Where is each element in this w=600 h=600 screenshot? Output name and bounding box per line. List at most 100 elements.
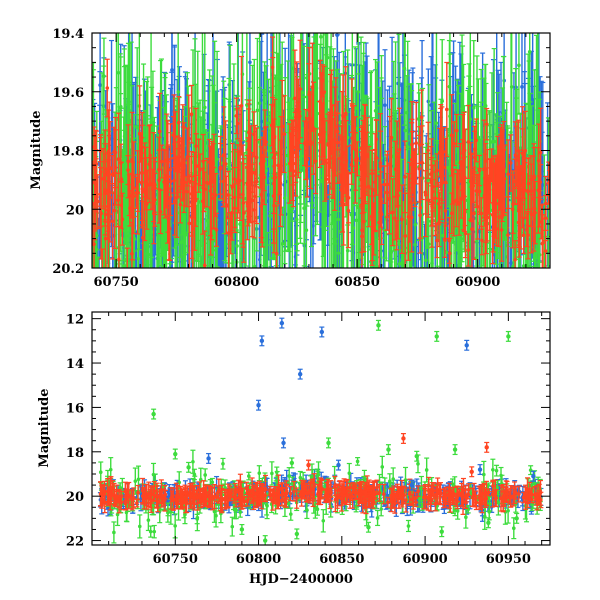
data-point (352, 485, 358, 501)
data-point (111, 521, 117, 544)
data-point (116, 489, 122, 509)
x-tick-label: 60850 (335, 275, 380, 290)
data-point (534, 485, 540, 511)
data-point (291, 480, 297, 502)
data-point (235, 144, 241, 219)
data-point (546, 161, 550, 205)
y-tick-label: 19.8 (52, 145, 84, 160)
data-point (289, 457, 295, 469)
data-point (425, 121, 431, 179)
data-point (462, 128, 468, 227)
data-point (237, 480, 243, 506)
data-point (267, 488, 273, 501)
data-point (366, 489, 372, 507)
data-point (323, 488, 329, 502)
data-point (413, 101, 419, 185)
data-point (314, 468, 320, 484)
data-point (220, 457, 226, 470)
data-point (179, 163, 185, 202)
data-point (470, 168, 476, 204)
data-point (261, 130, 267, 192)
data-point (198, 493, 204, 509)
data-point (202, 468, 208, 482)
data-point (479, 225, 485, 256)
data-point (390, 178, 396, 247)
data-point (478, 492, 484, 505)
data-point (512, 240, 518, 268)
data-point (134, 498, 140, 508)
data-point (279, 317, 285, 329)
data-point (135, 173, 141, 212)
data-point (208, 160, 214, 256)
data-point (372, 133, 378, 232)
data-point (259, 483, 265, 510)
data-point (388, 488, 394, 513)
data-point (465, 233, 471, 267)
data-point (233, 97, 239, 135)
data-point (535, 146, 541, 234)
data-point (447, 237, 453, 268)
data-point (422, 487, 428, 499)
data-point (538, 107, 544, 198)
data-point (211, 133, 217, 229)
data-point (485, 517, 491, 529)
data-point (182, 158, 188, 207)
data-point (238, 55, 244, 156)
y-tick-label: 18 (66, 446, 84, 461)
data-point (453, 244, 459, 268)
data-point (355, 457, 361, 466)
data-point (508, 134, 514, 192)
data-point (297, 470, 303, 485)
data-point (470, 487, 476, 507)
data-point (297, 39, 303, 139)
data-point (256, 465, 262, 482)
data-point (423, 152, 429, 238)
data-point (270, 36, 276, 99)
data-point (200, 167, 206, 235)
data-point (137, 85, 143, 183)
data-point (468, 153, 474, 220)
data-point (258, 146, 264, 244)
data-point (99, 484, 105, 509)
data-point (355, 259, 361, 268)
data-point (195, 239, 201, 268)
data-point (297, 490, 303, 499)
data-point (516, 485, 522, 503)
data-point (363, 489, 369, 515)
data-point (319, 102, 325, 158)
data-point (137, 514, 143, 539)
bottom-panel: 60750 60800 60850 60900 60950 12 14 16 18 20 22 Mag… (37, 311, 551, 587)
data-point (538, 491, 544, 509)
data-point (337, 480, 343, 498)
data-point (140, 487, 146, 505)
data-point (300, 483, 306, 498)
data-point (386, 162, 392, 235)
data-point (400, 433, 406, 444)
data-point (159, 488, 165, 508)
data-point (525, 157, 531, 227)
data-point (512, 121, 518, 190)
data-point (246, 471, 252, 481)
data-point (102, 485, 108, 503)
data-point (385, 444, 391, 456)
data-point (375, 509, 381, 527)
data-point (325, 113, 331, 177)
data-point (335, 483, 341, 507)
data-point (284, 483, 290, 499)
data-point (405, 519, 411, 533)
data-point (294, 528, 300, 540)
data-point (489, 148, 495, 183)
data-point (204, 157, 210, 208)
data-point (161, 148, 167, 216)
data-point (399, 184, 405, 254)
data-point (152, 157, 158, 213)
data-point (415, 485, 421, 498)
data-point (375, 319, 381, 331)
data-point (332, 486, 338, 513)
data-point (222, 488, 228, 509)
data-point (466, 104, 472, 179)
data-point (490, 165, 496, 265)
data-point (352, 116, 358, 204)
data-point (191, 180, 197, 219)
data-point (246, 140, 252, 218)
